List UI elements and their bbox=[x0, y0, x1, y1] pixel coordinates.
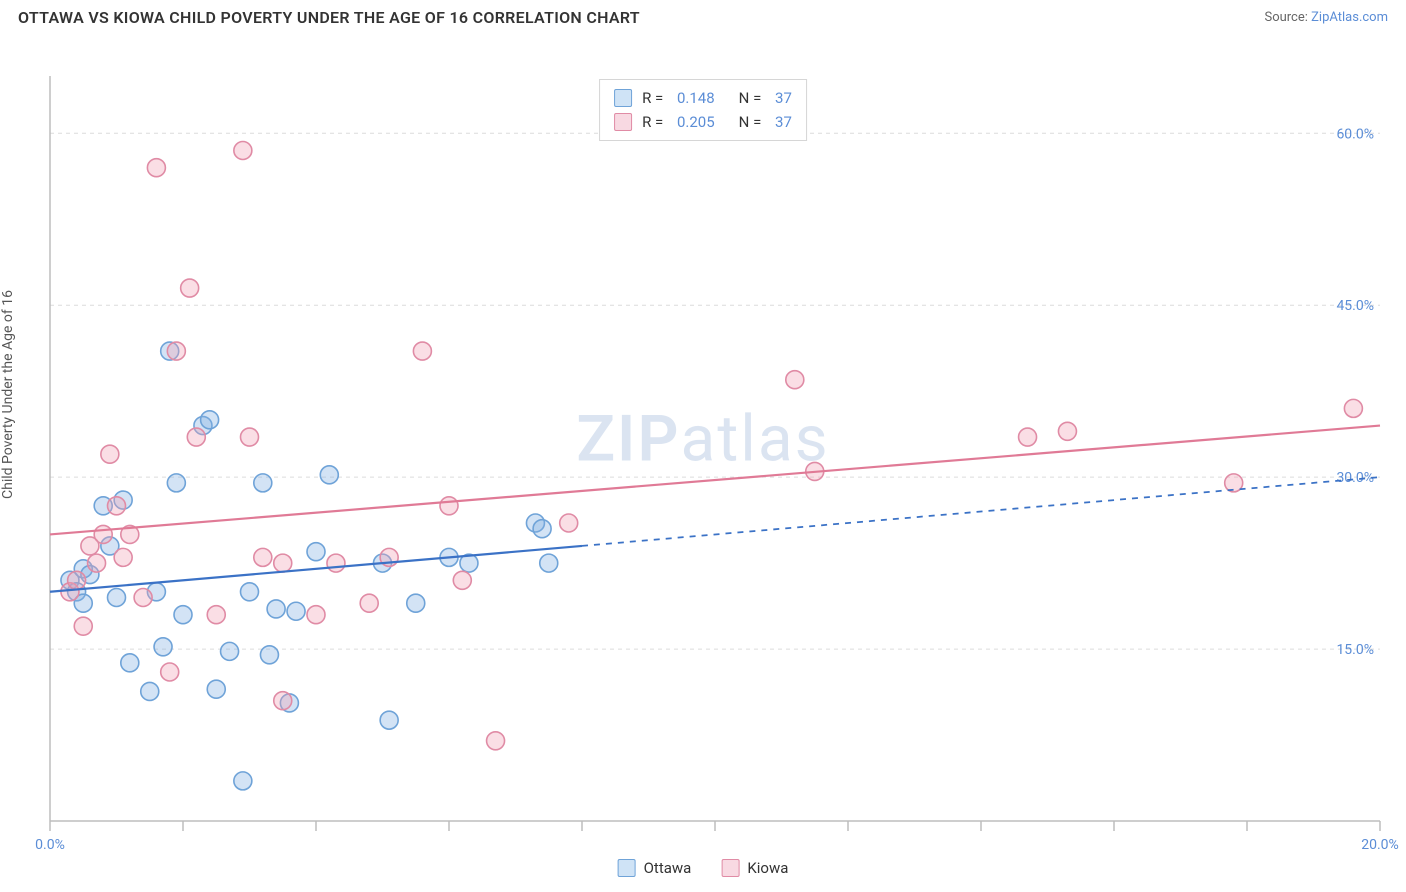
legend-n-label: N = bbox=[739, 86, 765, 110]
legend-swatch bbox=[614, 113, 632, 131]
legend-r-label: R = bbox=[642, 110, 667, 134]
chart-area: Child Poverty Under the Age of 16 15.0% 3… bbox=[0, 31, 1406, 881]
series-legend-item: Kiowa bbox=[721, 859, 788, 877]
source-attribution: Source: ZipAtlas.com bbox=[1264, 10, 1388, 25]
series-legend-label: Kiowa bbox=[747, 859, 788, 877]
correlation-legend-row: R = 0.148 N = 37 bbox=[614, 86, 792, 110]
legend-swatch bbox=[614, 89, 632, 107]
series-legend-label: Ottawa bbox=[644, 859, 692, 877]
svg-text:0.0%: 0.0% bbox=[35, 837, 65, 853]
scatter-chart-svg: 15.0% 30.0% 45.0% 60.0% 0.0% 20.0% bbox=[0, 31, 1406, 881]
source-prefix: Source: bbox=[1264, 10, 1311, 25]
legend-swatch bbox=[721, 859, 739, 877]
legend-r-value: 0.148 bbox=[677, 86, 715, 110]
chart-header: OTTAWA VS KIOWA CHILD POVERTY UNDER THE … bbox=[0, 0, 1406, 31]
source-link[interactable]: ZipAtlas.com bbox=[1311, 10, 1388, 25]
y-axis-label: Child Poverty Under the Age of 16 bbox=[0, 290, 16, 499]
legend-n-label: N = bbox=[739, 110, 765, 134]
chart-title: OTTAWA VS KIOWA CHILD POVERTY UNDER THE … bbox=[18, 8, 640, 27]
svg-text:45.0%: 45.0% bbox=[1336, 298, 1374, 314]
legend-n-value: 37 bbox=[775, 110, 792, 134]
legend-r-value: 0.205 bbox=[677, 110, 715, 134]
series-legend-item: Ottawa bbox=[618, 859, 692, 877]
svg-text:20.0%: 20.0% bbox=[1361, 837, 1399, 853]
legend-swatch bbox=[618, 859, 636, 877]
correlation-legend-row: R = 0.205 N = 37 bbox=[614, 110, 792, 134]
legend-n-value: 37 bbox=[775, 86, 792, 110]
svg-text:15.0%: 15.0% bbox=[1336, 642, 1374, 658]
svg-text:30.0%: 30.0% bbox=[1336, 470, 1374, 486]
svg-text:60.0%: 60.0% bbox=[1336, 126, 1374, 142]
legend-r-label: R = bbox=[642, 86, 667, 110]
series-legend: Ottawa Kiowa bbox=[618, 859, 789, 877]
correlation-legend: R = 0.148 N = 37 R = 0.205 N = 37 bbox=[599, 79, 807, 141]
